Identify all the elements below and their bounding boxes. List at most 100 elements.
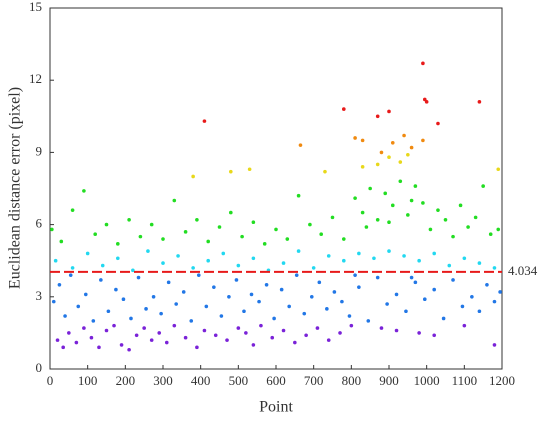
y-axis-title: Euclidean distance error (pixel) — [7, 87, 24, 289]
point — [176, 254, 180, 258]
x-tick-label: 0 — [47, 373, 54, 388]
point — [447, 263, 452, 268]
point — [492, 266, 497, 270]
point — [172, 198, 177, 203]
point — [402, 133, 406, 138]
point — [462, 256, 467, 261]
point — [488, 232, 493, 237]
point — [347, 314, 352, 318]
point — [127, 347, 131, 352]
point — [441, 316, 446, 321]
point — [236, 326, 241, 330]
point — [492, 343, 497, 347]
point — [212, 285, 216, 289]
point — [285, 237, 290, 241]
point — [244, 331, 248, 335]
point — [61, 345, 65, 350]
y-tick-label: 15 — [29, 0, 42, 14]
point — [477, 309, 482, 314]
point — [272, 316, 276, 321]
point — [274, 227, 278, 232]
point — [227, 295, 231, 299]
point — [51, 299, 56, 304]
point — [149, 222, 154, 227]
point — [229, 169, 233, 174]
point — [119, 343, 124, 347]
x-tick-label: 800 — [342, 373, 362, 388]
point — [294, 273, 299, 277]
point — [390, 140, 395, 145]
point — [104, 222, 109, 227]
point — [196, 273, 201, 277]
point — [251, 256, 256, 261]
point — [287, 304, 291, 309]
point — [161, 261, 165, 265]
point — [100, 263, 105, 268]
point — [398, 179, 403, 184]
point — [247, 167, 252, 172]
point — [304, 333, 308, 338]
point — [406, 153, 410, 157]
point — [191, 266, 195, 270]
x-tick-label: 100 — [78, 373, 98, 388]
point — [477, 100, 482, 104]
point — [470, 295, 474, 299]
point — [498, 290, 502, 294]
point — [340, 299, 344, 304]
y-tick-label: 6 — [36, 216, 43, 231]
point — [413, 184, 418, 188]
point — [353, 196, 357, 200]
point — [342, 237, 346, 241]
point — [164, 340, 169, 345]
point — [317, 280, 322, 285]
point — [409, 275, 414, 280]
point — [93, 232, 97, 237]
point — [298, 143, 303, 147]
x-tick-label: 200 — [116, 373, 136, 388]
point — [206, 239, 210, 244]
point — [202, 119, 207, 123]
point — [99, 278, 103, 282]
point — [131, 268, 135, 273]
point — [492, 299, 497, 304]
point — [432, 287, 437, 292]
point — [293, 340, 297, 345]
point — [138, 234, 143, 239]
point — [149, 338, 154, 342]
point — [281, 328, 286, 333]
point — [319, 232, 324, 237]
point — [436, 121, 440, 126]
point — [57, 282, 62, 287]
point — [417, 258, 421, 263]
point — [67, 331, 71, 335]
y-tick-label: 12 — [29, 71, 42, 86]
point — [404, 309, 408, 314]
point — [311, 266, 316, 270]
point — [357, 251, 361, 256]
point — [473, 215, 478, 220]
reference-label: 4.034 — [508, 263, 538, 278]
point — [357, 285, 361, 289]
point — [477, 261, 482, 265]
point — [496, 227, 501, 232]
point — [432, 251, 437, 256]
point — [97, 345, 101, 350]
point — [70, 208, 75, 212]
point — [375, 114, 380, 119]
x-tick-label: 1200 — [489, 373, 515, 388]
point — [349, 323, 354, 328]
point — [458, 203, 463, 208]
point — [443, 217, 448, 222]
point — [146, 249, 150, 253]
point — [387, 220, 391, 224]
point — [368, 186, 372, 191]
point — [402, 254, 406, 258]
point — [460, 304, 465, 309]
point — [204, 304, 209, 309]
point — [166, 280, 171, 285]
point — [364, 225, 369, 229]
point — [409, 198, 414, 203]
point — [229, 210, 233, 215]
point — [390, 203, 395, 208]
x-tick-label: 400 — [191, 373, 211, 388]
